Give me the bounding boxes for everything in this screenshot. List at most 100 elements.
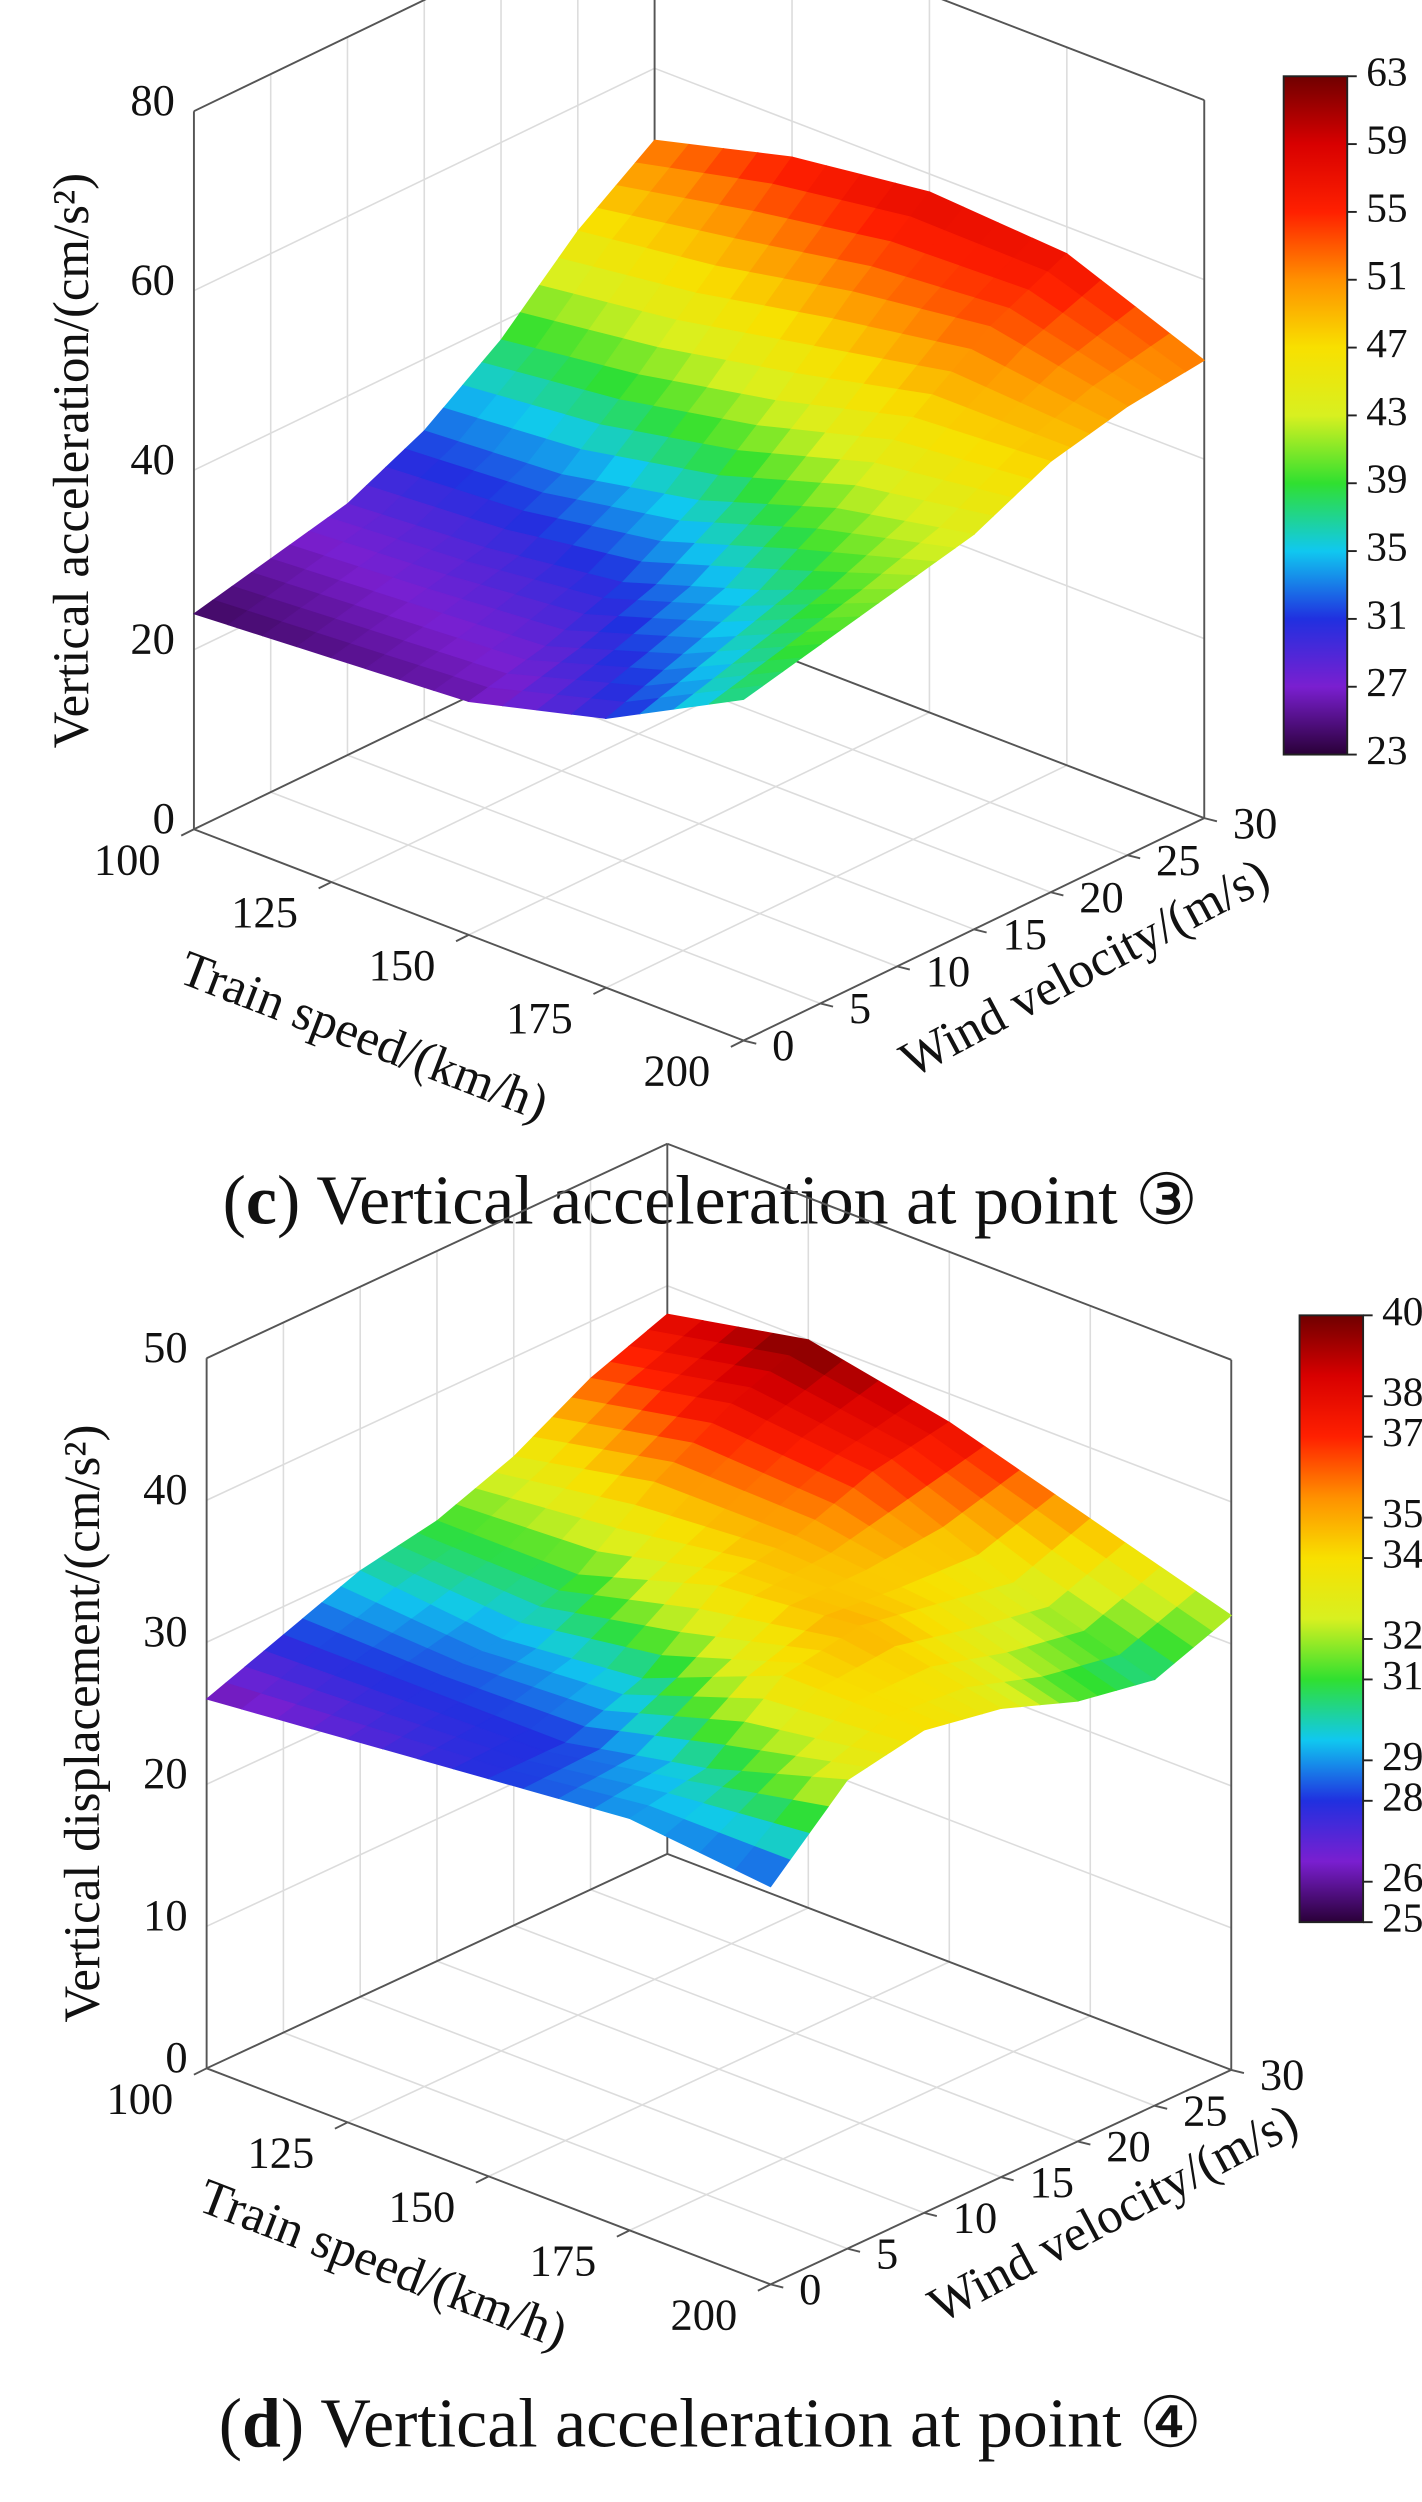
tick-mark [1000, 2176, 1014, 2182]
colorbar-tick-label: 31 [1366, 591, 1407, 637]
z-tick-label: 40 [143, 1464, 187, 1514]
tick-mark [334, 2121, 349, 2130]
z-tick-label: 40 [130, 434, 174, 484]
x-tick-label: 200 [643, 1046, 710, 1096]
tick-mark [1154, 2104, 1168, 2110]
y-tick-label: 20 [1106, 2121, 1150, 2171]
x-tick-label: 150 [369, 940, 436, 990]
tick-mark [847, 2247, 861, 2253]
colorbar-tick-label: 59 [1366, 117, 1407, 163]
x-axis-title: Train speed/(km/h) [173, 940, 556, 1132]
grid-line [347, 754, 898, 968]
caption-part: ) Vertical acceleration at point ④ [281, 2386, 1202, 2463]
y-tick-label: 30 [1233, 798, 1277, 848]
y-tick-label: 25 [1156, 835, 1200, 885]
x-tick-label: 200 [670, 2290, 737, 2340]
colorbar-tick-label: 28 [1382, 1773, 1422, 1819]
y-tick-label: 0 [799, 2264, 821, 2314]
colorbar-tick-label: 23 [1366, 727, 1407, 773]
colorbar-tick-label: 47 [1366, 320, 1407, 366]
tick-mark [730, 1039, 744, 1048]
x-tick-label: 100 [94, 834, 161, 884]
caption: (c) Vertical acceleration at point ③ [223, 1162, 1198, 1239]
y-tick-label: 5 [849, 983, 871, 1033]
y-tick-label: 5 [876, 2228, 898, 2278]
y-tick-label: 30 [1260, 2050, 1304, 2100]
colorbar [1298, 1314, 1365, 1924]
tick-mark [757, 2283, 771, 2292]
colorbar-tick-label: 35 [1382, 1490, 1422, 1536]
y-tick-label: 0 [772, 1020, 794, 1070]
caption-part: c [246, 1162, 277, 1239]
colorbar-tick-label: 35 [1366, 524, 1407, 570]
y-tick-label: 15 [1030, 2157, 1074, 2207]
tick-mark [593, 986, 607, 995]
y-tick-label: 20 [1079, 872, 1123, 922]
tick-mark [770, 2283, 784, 2289]
z-tick-label: 10 [143, 1890, 187, 1940]
tick-mark [1231, 2068, 1245, 2075]
colorbar-tick-label: 31 [1382, 1652, 1422, 1698]
x-tick-label: 150 [389, 2181, 456, 2231]
tick-mark [1204, 817, 1218, 823]
tick-mark [455, 934, 470, 943]
caption-part: ) Vertical acceleration at point ③ [277, 1162, 1198, 1239]
colorbar-tick-label: 34 [1382, 1531, 1422, 1577]
tick-mark [1077, 2140, 1091, 2146]
caption-part: d [242, 2386, 281, 2463]
tick-mark [475, 2175, 490, 2184]
surface-patch [734, 1845, 791, 1888]
tick-mark [318, 881, 332, 890]
x-tick-label: 100 [107, 2073, 174, 2123]
colorbar-tick-label: 51 [1366, 252, 1407, 298]
z-tick-label: 20 [130, 614, 174, 664]
colorbar-tick-label: 26 [1382, 1854, 1422, 1900]
surface-chart: 0 20 40 60 80 100 125 150 175 200 0 5 10 15 20 25 30 Vert… [43, 0, 1408, 1239]
caption-part: ( [223, 1162, 246, 1239]
x-tick-label: 125 [231, 887, 298, 937]
z-tick-label: 30 [143, 1606, 187, 1656]
tick-mark [1050, 891, 1064, 897]
colorbar-tick-label: 39 [1366, 456, 1407, 502]
colorbar-tick-label: 63 [1366, 49, 1407, 95]
axis-line [206, 1142, 668, 1360]
colorbar-tick-label: 40 [1382, 1288, 1422, 1334]
colorbar-tick-label: 27 [1366, 659, 1407, 705]
grid-line [436, 1960, 1002, 2178]
surface-patch [708, 685, 764, 705]
colorbar-tick-label: 29 [1382, 1733, 1422, 1779]
z-tick-label: 0 [153, 793, 175, 843]
x-tick-label: 175 [506, 993, 573, 1043]
tick-mark [616, 2229, 631, 2238]
tick-mark [180, 828, 195, 837]
z-tick-label: 50 [143, 1322, 187, 1372]
y-tick-label: 15 [1003, 909, 1047, 959]
y-tick-label: 25 [1183, 2085, 1227, 2135]
grid-line [423, 717, 975, 931]
grid-line [513, 1924, 1078, 2143]
x-axis-title: Train speed/(km/h) [192, 2168, 575, 2360]
axis-line [666, 1852, 1232, 2071]
z-tick-label: 0 [165, 2032, 187, 2082]
caption: (d) Vertical acceleration at point ④ [219, 2386, 1202, 2463]
tick-mark [973, 928, 987, 934]
axis-line [193, 0, 427, 113]
tick-mark [820, 1002, 834, 1008]
z-tick-label: 60 [130, 255, 174, 305]
colorbar-tick-label: 25 [1382, 1895, 1422, 1941]
tick-mark [193, 2067, 208, 2076]
caption-part: ( [219, 2386, 242, 2463]
grid-line [359, 1996, 925, 2214]
surface-chart: 0 10 20 30 40 50 100 125 150 175 200 0 5 10 15 20 25 30 Ve… [54, 1142, 1422, 2463]
z-axis-title: Vertical displacement/(cm/s²) [54, 1425, 110, 2023]
x-tick-label: 125 [248, 2127, 315, 2177]
grid-line [270, 791, 821, 1005]
z-axis-title: Vertical acceleration/(cm/s²) [43, 173, 99, 748]
axis-line [941, 0, 1205, 101]
axis-line [666, 1142, 1232, 1361]
grid-line [283, 2031, 848, 2250]
z-tick-label: 20 [143, 1748, 187, 1798]
colorbar-tick-label: 37 [1382, 1409, 1422, 1455]
tick-mark [923, 2211, 938, 2217]
